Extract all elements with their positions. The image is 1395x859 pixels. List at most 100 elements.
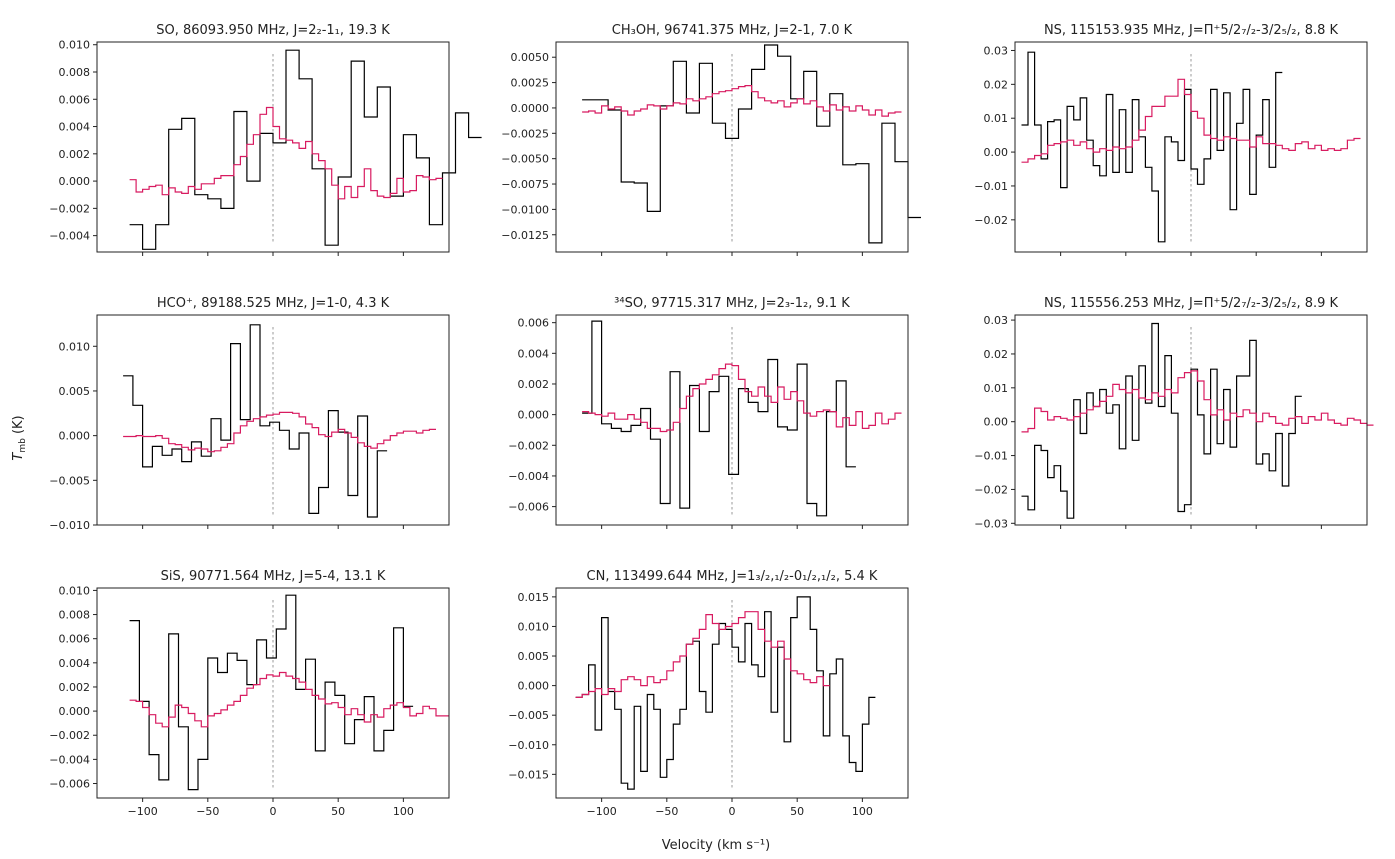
observed-spectrum-line	[575, 596, 876, 790]
y-tick-label: −0.005	[508, 709, 549, 722]
y-tick-label: −0.0125	[501, 229, 549, 242]
y-tick-label: 0.0025	[511, 77, 550, 90]
model-spectrum-line	[129, 671, 449, 728]
model-spectrum-line	[575, 611, 830, 698]
panel-frame	[1014, 314, 1368, 526]
model-spectrum-line	[1021, 370, 1374, 433]
y-tick-label: −0.01	[974, 180, 1008, 193]
y-tick-label: −0.004	[49, 753, 90, 766]
y-tick-label: 0.002	[59, 148, 91, 161]
observed-spectrum-line	[129, 594, 414, 791]
y-tick-label: 0.000	[59, 430, 91, 443]
observed-spectrum-line	[129, 49, 482, 250]
y-tick-label: 0.01	[984, 382, 1009, 395]
spectrum-panel: NS, 115153.935 MHz, J=Π⁺5/2₇/₂-3/2₅/₂, 8…	[974, 23, 1368, 256]
y-tick-label: −0.002	[49, 729, 90, 742]
panel-frame	[555, 587, 909, 799]
y-tick-label: 0.00	[984, 146, 1009, 159]
observed-spectrum-line	[1021, 322, 1302, 519]
panel-frame	[96, 41, 450, 253]
y-tick-label: 0.010	[59, 584, 91, 597]
y-tick-label: 0.006	[59, 633, 91, 646]
panel-title: SO, 86093.950 MHz, J=2₂-1₁, 19.3 K	[156, 23, 390, 38]
y-tick-label: 0.000	[518, 409, 550, 422]
y-tick-label: 0.0000	[511, 102, 550, 115]
y-tick-label: 0.010	[59, 39, 91, 52]
y-tick-label: −0.002	[49, 202, 90, 215]
panel-frame	[555, 314, 909, 526]
y-tick-label: 0.002	[59, 681, 91, 694]
y-tick-label: 0.008	[59, 66, 91, 79]
y-tick-label: 0.000	[59, 705, 91, 718]
panel-frame	[96, 587, 450, 799]
y-tick-label: −0.010	[508, 739, 549, 752]
x-tick-label: 100	[393, 805, 414, 818]
y-tick-label: 0.002	[518, 378, 550, 391]
y-tick-label: −0.0100	[501, 203, 549, 216]
y-tick-label: 0.000	[518, 680, 550, 693]
panel-frame	[96, 314, 450, 526]
y-tick-label: −0.02	[974, 214, 1008, 227]
spectrum-panel: CN, 113499.644 MHz, J=1₃/₂,₁/₂-0₁/₂,₁/₂,…	[508, 569, 909, 818]
y-tick-label: 0.02	[984, 78, 1009, 91]
panel-frame	[1014, 41, 1368, 253]
y-tick-label: −0.004	[49, 230, 90, 243]
y-tick-label: −0.005	[49, 474, 90, 487]
observed-spectrum-line	[582, 44, 921, 244]
y-tick-label: −0.01	[974, 450, 1008, 463]
spectrum-panel: ³⁴SO, 97715.317 MHz, J=2₃-1₂, 9.1 K −0.00…	[508, 296, 909, 529]
x-tick-label: 50	[331, 805, 345, 818]
y-tick-label: −0.010	[49, 519, 90, 532]
y-tick-label: −0.02	[974, 483, 1008, 496]
spectrum-panel: CH₃OH, 96741.375 MHz, J=2-1, 7.0 K −0.012…	[501, 23, 921, 256]
y-tick-label: 0.005	[518, 650, 550, 663]
x-tick-label: 0	[270, 805, 277, 818]
panel-title: SiS, 90771.564 MHz, J=5-4, 13.1 K	[161, 569, 386, 584]
model-spectrum-line	[582, 85, 902, 117]
y-tick-label: 0.010	[518, 620, 550, 633]
x-tick-label: −100	[128, 805, 158, 818]
model-spectrum-line	[123, 411, 436, 453]
spectrum-panel: SO, 86093.950 MHz, J=2₂-1₁, 19.3 K −0.004…	[49, 23, 482, 256]
y-tick-label: −0.0025	[501, 127, 549, 140]
y-tick-label: −0.0050	[501, 153, 549, 166]
x-tick-label: −100	[587, 805, 617, 818]
panel-title: ³⁴SO, 97715.317 MHz, J=2₃-1₂, 9.1 K	[614, 296, 850, 311]
y-axis-label: Tmb (K)	[11, 415, 28, 460]
observed-spectrum-line	[1021, 51, 1283, 243]
y-tick-label: −0.015	[508, 768, 549, 781]
observed-spectrum-line	[582, 320, 856, 517]
panel-title: CH₃OH, 96741.375 MHz, J=2-1, 7.0 K	[612, 23, 853, 38]
observed-spectrum-line	[123, 324, 388, 518]
panel-frame	[555, 41, 909, 253]
y-tick-label: 0.006	[518, 317, 550, 330]
y-tick-label: 0.004	[518, 347, 550, 360]
x-tick-label: −50	[655, 805, 678, 818]
x-tick-label: 50	[790, 805, 804, 818]
panel-title: CN, 113499.644 MHz, J=1₃/₂,₁/₂-0₁/₂,₁/₂,…	[587, 569, 878, 584]
y-tick-label: −0.006	[49, 778, 90, 791]
y-tick-label: −0.004	[508, 470, 549, 483]
model-spectrum-line	[1021, 78, 1361, 163]
y-tick-label: 0.01	[984, 112, 1009, 125]
y-tick-label: −0.002	[508, 439, 549, 452]
spectrum-panel: SiS, 90771.564 MHz, J=5-4, 13.1 K −100 −50…	[49, 569, 450, 818]
y-tick-label: 0.015	[518, 591, 550, 604]
panel-title: NS, 115556.253 MHz, J=Π⁺5/2₇/₂-3/2₅/₂, 8…	[1044, 296, 1339, 311]
x-axis-label: Velocity (km s⁻¹)	[662, 838, 770, 853]
y-tick-label: 0.006	[59, 93, 91, 106]
y-tick-label: 0.008	[59, 609, 91, 622]
y-tick-label: 0.02	[984, 348, 1009, 361]
x-tick-label: −50	[196, 805, 219, 818]
panel-title: HCO⁺, 89188.525 MHz, J=1-0, 4.3 K	[157, 296, 390, 311]
y-tick-label: 0.004	[59, 121, 91, 134]
spectrum-panel: HCO⁺, 89188.525 MHz, J=1-0, 4.3 K −0.010 −…	[49, 296, 450, 532]
y-tick-label: −0.006	[508, 501, 549, 514]
x-tick-label: 0	[729, 805, 736, 818]
y-tick-label: −0.0075	[501, 178, 549, 191]
spectrum-panel: NS, 115556.253 MHz, J=Π⁺5/2₇/₂-3/2₅/₂, 8…	[974, 296, 1374, 530]
y-tick-label: −0.03	[974, 517, 1008, 530]
model-spectrum-line	[129, 106, 443, 200]
y-tick-label: 0.004	[59, 657, 91, 670]
